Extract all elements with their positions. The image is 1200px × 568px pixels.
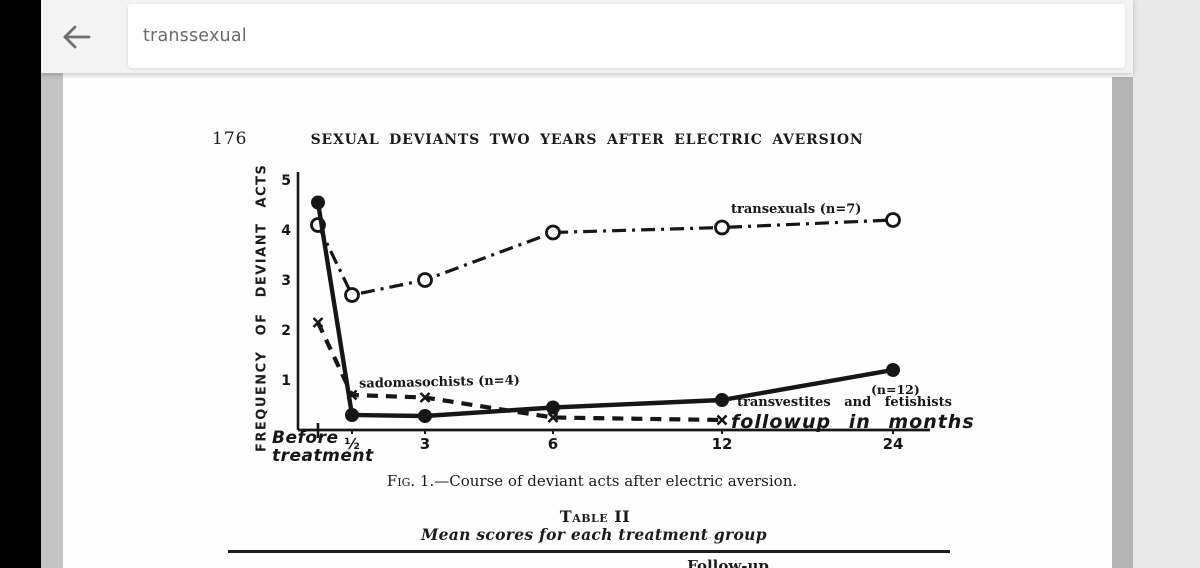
series-line-sadomasochists <box>316 321 723 423</box>
y-tick-label: 1 <box>281 373 291 389</box>
figure-caption-label: Fig. 1. <box>386 472 435 490</box>
marker-x <box>547 412 559 423</box>
y-tick-label: 4 <box>281 223 291 239</box>
running-title: SEXUAL DEVIANTS TWO YEARS AFTER ELECTRIC… <box>310 132 864 148</box>
y-tick-label: 2 <box>281 323 291 339</box>
search-query-text: transsexual <box>143 26 247 46</box>
marker-x <box>419 392 431 403</box>
marker-filled-circle <box>715 393 729 407</box>
scrollbar-track[interactable] <box>1112 77 1133 568</box>
table-label: Table II <box>559 507 631 526</box>
marker-x <box>716 414 728 426</box>
marker-open-circle <box>885 212 901 228</box>
marker-filled-circle <box>311 195 325 210</box>
page-number: 176 <box>212 129 248 149</box>
marker-filled-circle <box>546 400 560 415</box>
figure-caption: Fig. 1.—Course of deviant acts after ele… <box>387 472 797 490</box>
x-tick-label: 3 <box>420 435 430 453</box>
search-bar[interactable]: transsexual <box>128 4 1125 68</box>
table-column-header-followup: Follow-up <box>687 557 769 568</box>
table-top-rule <box>228 550 950 553</box>
x-tick-label: ½ <box>344 435 360 453</box>
series-label-transexuals: transexuals (n=7) <box>731 202 862 217</box>
back-arrow-icon[interactable] <box>61 24 93 50</box>
y-tick-label: 3 <box>281 273 291 289</box>
marker-filled-circle <box>345 408 359 422</box>
marker-filled-circle <box>418 409 432 423</box>
table-subtitle: Mean scores for each treatment group <box>421 525 767 544</box>
letterbox-strip <box>0 0 41 568</box>
page-gutter-left <box>41 73 63 568</box>
marker-open-circle <box>344 287 360 303</box>
series-label-transvestites-n: (n=12) <box>871 382 920 397</box>
x-axis-annotation: followup in months <box>731 411 975 433</box>
marker-filled-circle <box>886 363 900 377</box>
series-line-transexuals <box>316 218 894 297</box>
x-tick-label: 24 <box>883 435 904 453</box>
series-label-transvestites: transvestites and fetishists <box>737 395 952 410</box>
x-tick-before-treatment: Before treatment <box>272 428 374 467</box>
x-tick-label: 12 <box>712 435 733 453</box>
android-navbar <box>1133 0 1200 568</box>
document-page: 176 SEXUAL DEVIANTS TWO YEARS AFTER ELEC… <box>63 73 1112 568</box>
browser-topbar: transsexual <box>41 0 1133 73</box>
y-axis-title: FREQUENCY OF DEVIANT ACTS <box>254 163 270 453</box>
marker-x <box>346 389 358 401</box>
figure-caption-text: —Course of deviant acts after electric a… <box>434 472 798 490</box>
x-tick-label: 6 <box>548 435 558 453</box>
marker-open-circle <box>545 224 561 241</box>
marker-open-circle <box>417 272 433 288</box>
y-tick-label: 5 <box>281 173 291 189</box>
marker-open-circle <box>714 219 730 236</box>
marker-x <box>312 317 324 328</box>
